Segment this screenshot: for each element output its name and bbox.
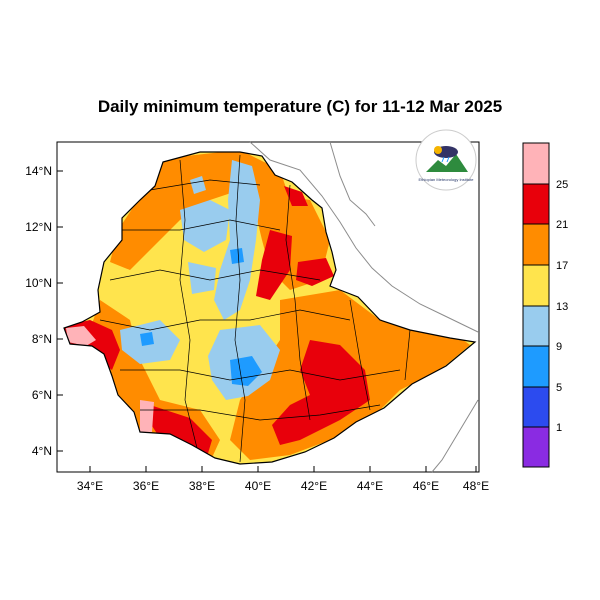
colorbar-label: 5: [556, 382, 562, 394]
map-title: Daily minimum temperature (C) for 11-12 …: [97, 97, 503, 116]
lat-tick-label: 8°N: [32, 332, 52, 346]
lon-tick-label: 46°E: [413, 479, 439, 493]
colorbar-label: 21: [556, 219, 568, 231]
colorbar-label: 17: [556, 260, 568, 272]
lon-tick-label: 48°E: [463, 479, 489, 493]
lat-tick-label: 4°N: [32, 444, 52, 458]
svg-text:Ethiopian Meteorology Institut: Ethiopian Meteorology Institute: [419, 177, 475, 182]
colorbar-label: 1: [556, 422, 562, 434]
colorbar-label: 25: [556, 179, 568, 191]
lat-tick-label: 6°N: [32, 388, 52, 402]
lon-tick-label: 42°E: [301, 479, 327, 493]
lat-tick-label: 10°N: [25, 276, 52, 290]
country-outline: [63, 151, 477, 465]
colorbar-label: 13: [556, 301, 568, 313]
coastline: [249, 141, 479, 473]
lat-tick-label: 14°N: [25, 164, 52, 178]
lon-axis: 34°E 36°E 38°E 40°E 42°E 44°E 46°E 48°E: [77, 466, 489, 493]
lon-tick-label: 38°E: [189, 479, 215, 493]
lon-tick-label: 44°E: [357, 479, 383, 493]
colorbar-labels: 25 21 17 13 9 5 1: [556, 179, 568, 434]
lon-tick-label: 40°E: [245, 479, 271, 493]
colorbar-label: 9: [556, 341, 562, 353]
lon-tick-label: 36°E: [133, 479, 159, 493]
lat-tick-label: 12°N: [25, 220, 52, 234]
colorbar: [522, 142, 550, 468]
admin-boundaries: [99, 154, 411, 463]
lat-axis: 14°N 12°N 10°N 8°N 6°N 4°N: [25, 164, 63, 458]
lon-tick-label: 34°E: [77, 479, 103, 493]
institute-logo: Ethiopian Meteorology Institute: [415, 129, 477, 191]
